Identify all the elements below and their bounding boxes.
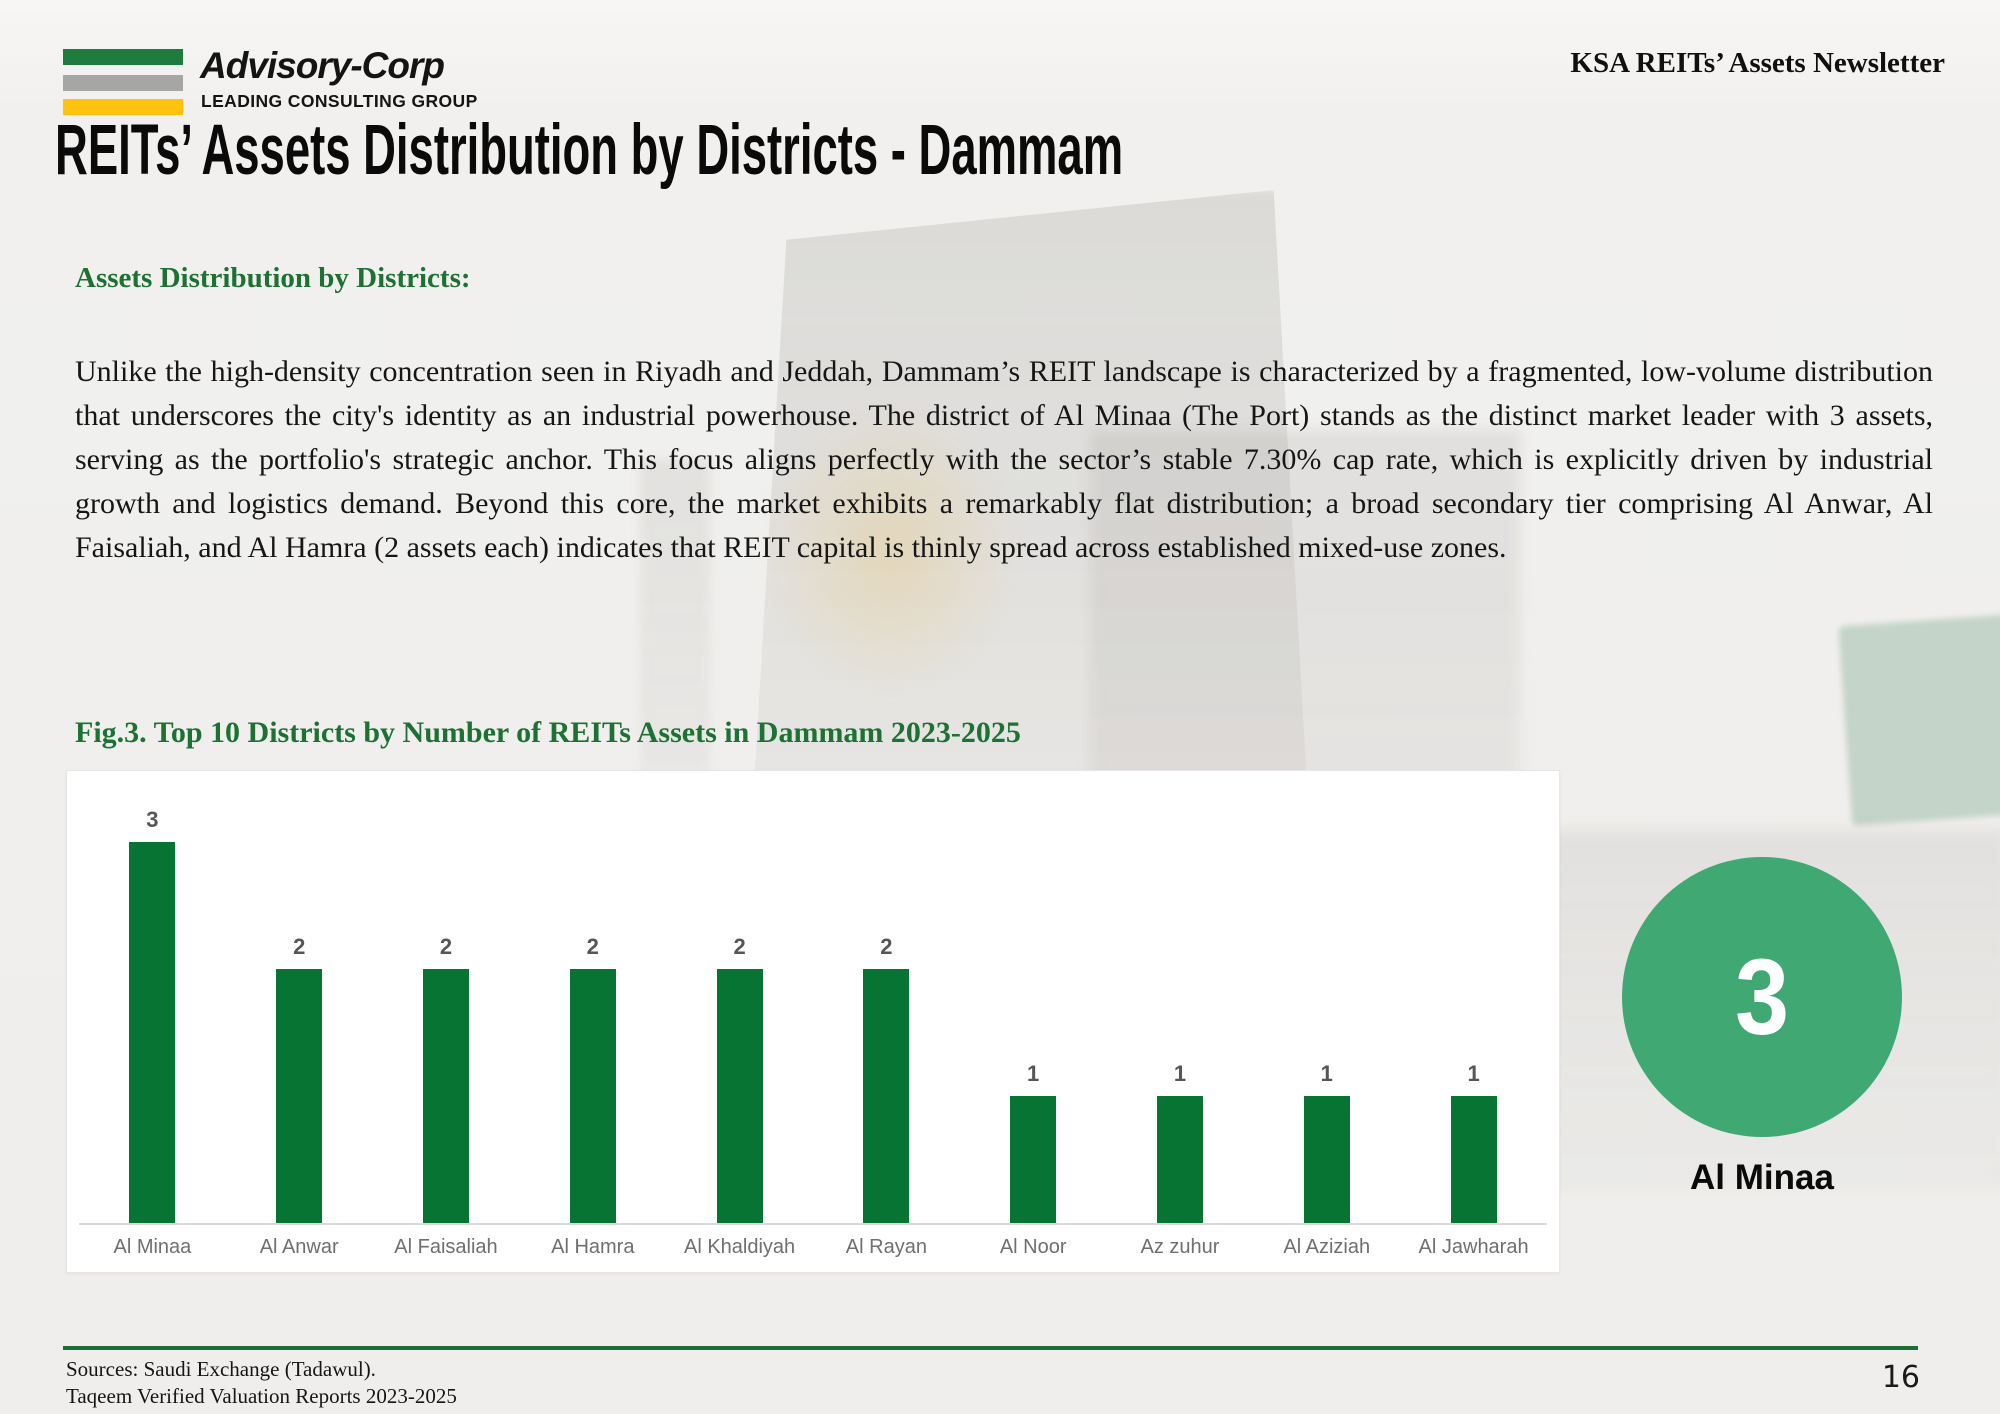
- bar-column: 1: [1400, 1061, 1547, 1223]
- source-line: Taqeem Verified Valuation Reports 2023-2…: [66, 1384, 457, 1408]
- bar: [716, 969, 763, 1223]
- x-axis-label: Al Faisaliah: [394, 1236, 498, 1258]
- bar-column: 2: [666, 934, 813, 1223]
- x-axis-label: Al Anwar: [259, 1236, 339, 1258]
- bar-value-label: 1: [1467, 1061, 1480, 1086]
- logo-gray-bar: [63, 75, 183, 91]
- bar-column: 2: [373, 934, 520, 1223]
- x-axis-label: Al Khaldiyah: [683, 1236, 796, 1258]
- bar-value-label: 2: [880, 934, 893, 959]
- bar: [569, 969, 616, 1223]
- footer-sources: Sources: Saudi Exchange (Tadawul). Taqee…: [66, 1356, 457, 1410]
- page-title: REITs’ Assets Distribution by Districts …: [55, 111, 1124, 190]
- bar-column: 2: [226, 934, 373, 1223]
- bar-value-label: 2: [733, 934, 746, 959]
- bar-column: 1: [960, 1061, 1107, 1223]
- figure-caption: Fig.3. Top 10 Districts by Number of REI…: [75, 716, 1021, 749]
- bar-value-label: 2: [586, 934, 599, 959]
- logo-green-bar: [63, 49, 183, 65]
- top-district-label: Al Minaa: [1690, 1158, 1834, 1197]
- advisory-corp-logo: Advisory-Corp LEADING CONSULTING GROUP: [63, 45, 483, 119]
- bar: [276, 969, 323, 1223]
- bar-value-label: 3: [146, 807, 159, 832]
- bar: [422, 969, 469, 1223]
- bar-chart-plot: 3 2 2 2 2 2 1 1 1 1: [79, 771, 1547, 1223]
- bar: [1303, 1096, 1350, 1223]
- bar: [863, 969, 910, 1223]
- body-paragraph: Unlike the high-density concentration se…: [75, 355, 1933, 564]
- footer-divider: [63, 1346, 1918, 1350]
- brand-tagline: LEADING CONSULTING GROUP: [201, 91, 478, 111]
- x-axis-labels: Al Minaa Al Anwar Al Faisaliah Al Hamra Al K…: [79, 1236, 1547, 1264]
- bar-column: 1: [1253, 1061, 1400, 1223]
- bar-column: 3: [79, 807, 226, 1223]
- bar-value-label: 1: [1173, 1061, 1187, 1086]
- x-axis-label: Al Jawharah: [1418, 1236, 1529, 1258]
- background-road-sign-photo: [1838, 614, 2000, 826]
- source-line: Sources: Saudi Exchange (Tadawul).: [66, 1357, 376, 1381]
- page-number: 16: [1881, 1360, 1920, 1395]
- bar-value-label: 2: [293, 934, 306, 959]
- section-heading: Assets Distribution by Districts:: [75, 262, 471, 294]
- x-axis-label: Az zuhur: [1140, 1236, 1220, 1258]
- x-axis-label: Al Rayan: [845, 1236, 927, 1258]
- x-axis-label: Al Aziziah: [1283, 1236, 1371, 1258]
- x-axis-label: Al Minaa: [113, 1236, 192, 1258]
- x-axis-label: Al Hamra: [551, 1236, 635, 1258]
- bar: [1156, 1096, 1203, 1223]
- bar-column: 1: [1107, 1061, 1254, 1223]
- newsletter-title: KSA REITs’ Assets Newsletter: [1570, 47, 1945, 79]
- top-district-circle: 3: [1622, 857, 1902, 1137]
- bar: [1010, 1096, 1057, 1223]
- bar: [1450, 1096, 1497, 1223]
- bar: [129, 842, 176, 1223]
- top-district-value: 3: [1734, 936, 1790, 1057]
- logo-yellow-bar: [63, 99, 183, 115]
- bar-value-label: 2: [439, 934, 453, 959]
- bar-column: 2: [519, 934, 666, 1223]
- x-axis-label: Al Noor: [999, 1236, 1067, 1258]
- bar-value-label: 1: [1027, 1061, 1040, 1086]
- brand-name: Advisory-Corp: [200, 45, 445, 86]
- bar-value-label: 1: [1320, 1061, 1333, 1086]
- x-axis-line: [79, 1223, 1547, 1225]
- bar-column: 2: [813, 934, 960, 1223]
